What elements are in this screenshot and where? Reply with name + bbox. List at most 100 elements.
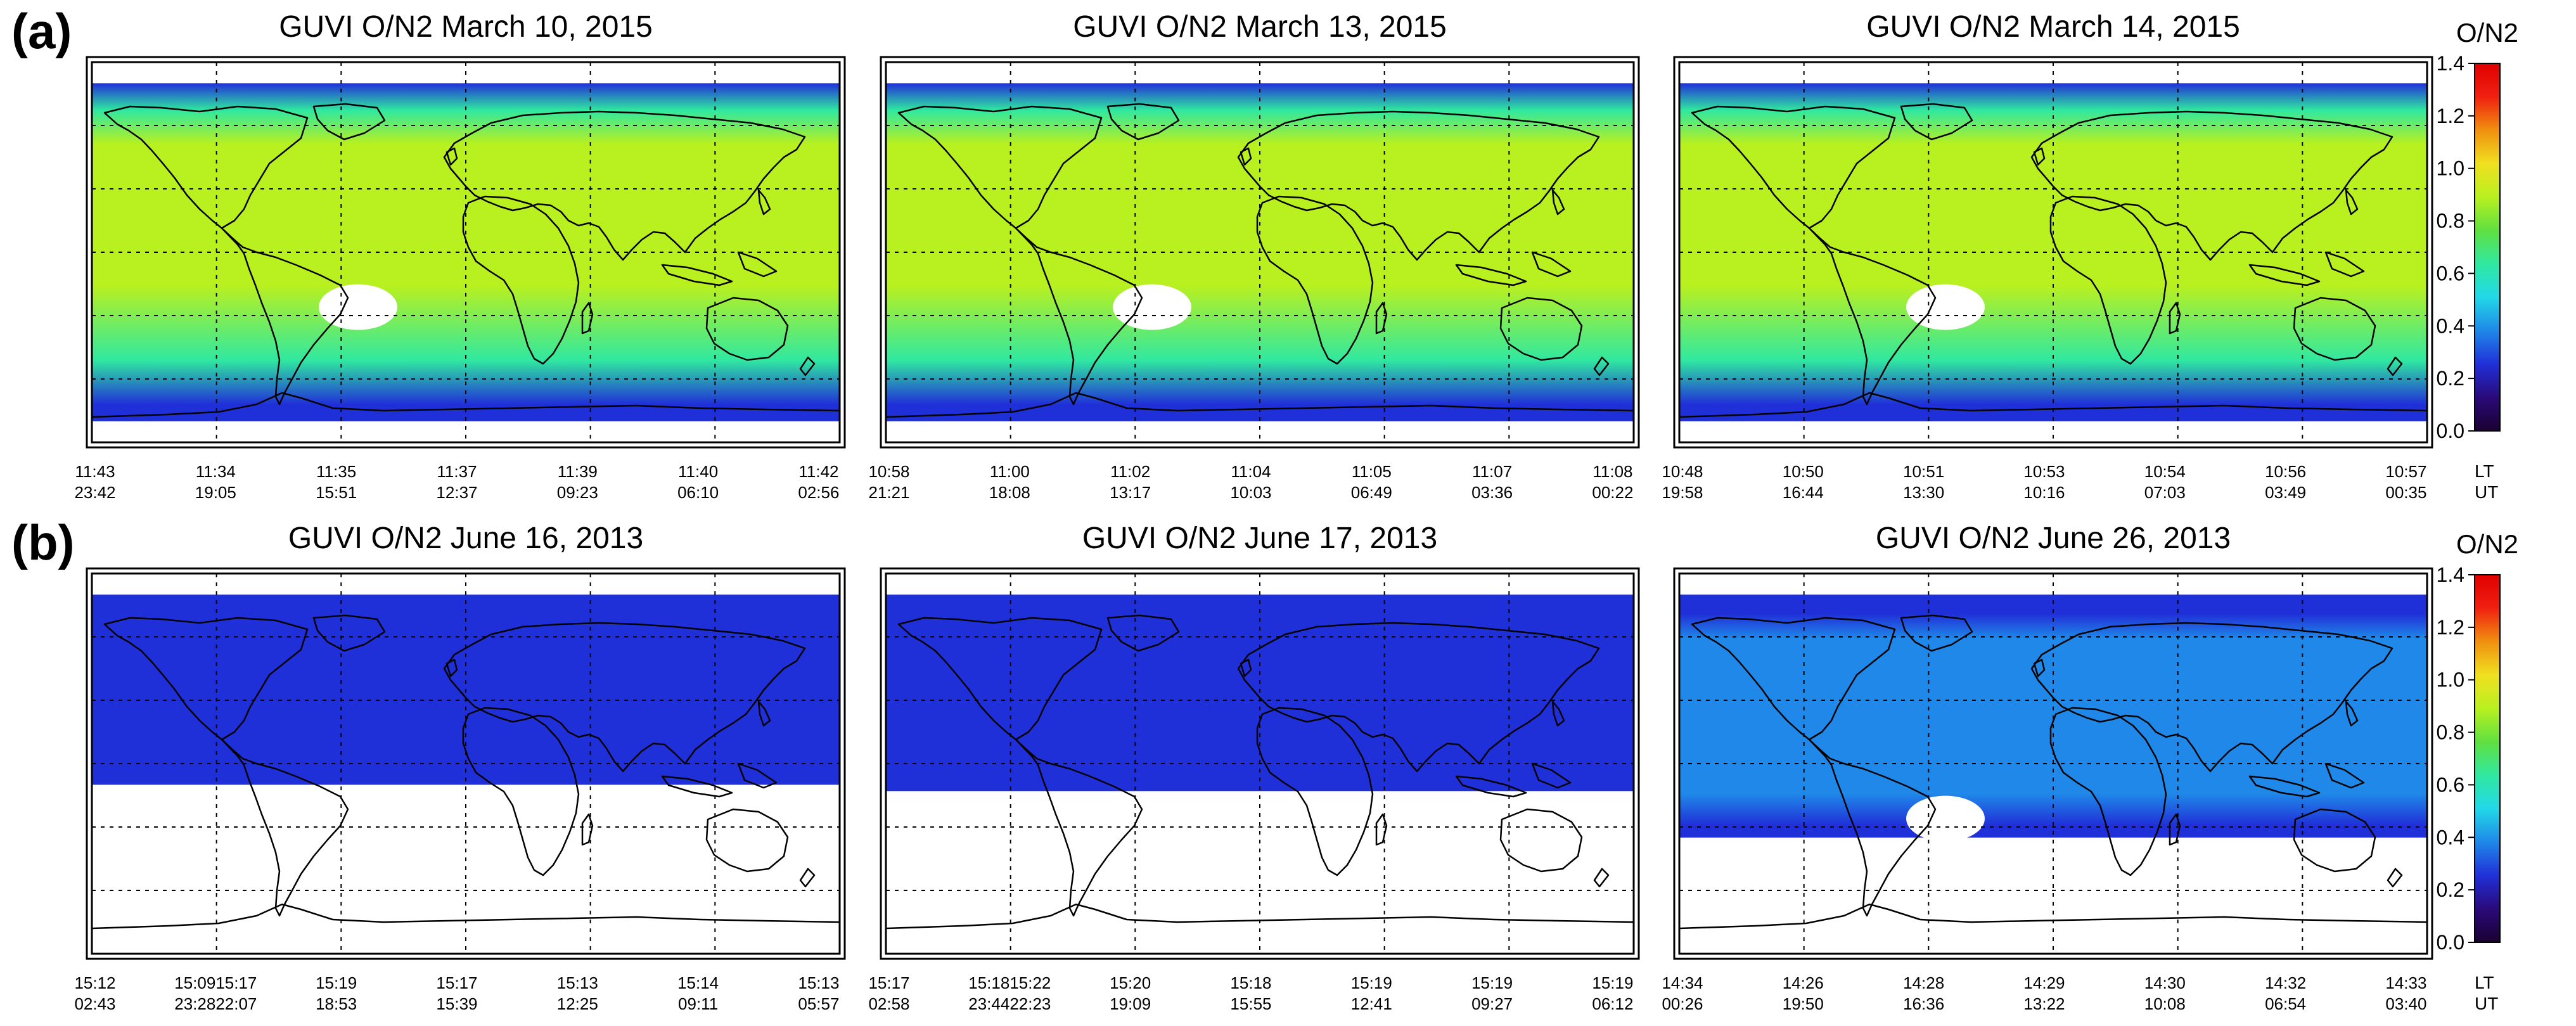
ut-tick-label: 18:08 [989, 483, 1030, 502]
panel-title: GUVI O/N2 June 26, 2013 [1876, 522, 2231, 555]
ut-tick-label: 06:12 [1592, 994, 1633, 1013]
lt-tick-label: 10:50 [1783, 462, 1824, 481]
colorbar-tick-label: 0.0 [2437, 420, 2464, 442]
ut-tick-label: 00:26 [1662, 994, 1703, 1013]
colorbar-tick-label: 0.4 [2437, 314, 2464, 337]
lt-tick-label: 11:07 [1472, 462, 1512, 481]
lt-tick-label: 15:19 [1351, 973, 1392, 992]
colorbar-tick-label: 1.4 [2437, 52, 2464, 75]
colorbar-title: O/N2 [2456, 18, 2518, 48]
ut-tick-label: 02:58 [868, 994, 909, 1013]
ut-tick-label: 10:16 [2023, 483, 2065, 502]
row-label: (a) [11, 3, 72, 59]
panel-title: GUVI O/N2 June 17, 2013 [1082, 522, 1437, 555]
ut-tick-label: 02:56 [798, 483, 839, 502]
lt-tick-label: 10:58 [868, 462, 909, 481]
ut-tick-label: 03:49 [2265, 483, 2306, 502]
ut-tick-label: 19:58 [1662, 483, 1703, 502]
map-panel: GUVI O/N2 March 10, 2015 11:43 23:42 11:34 1… [74, 10, 846, 502]
colorbar-tick-label: 0.4 [2437, 826, 2464, 849]
lt-tick-label: 14:30 [2144, 973, 2186, 992]
saa-gap [319, 284, 397, 330]
lt-tick-label: 14:33 [2385, 973, 2426, 992]
lt-tick-label: 14:32 [2265, 973, 2306, 992]
lt-tick-label: 10:51 [1903, 462, 1944, 481]
lt-tick-label: 15:0915:17 [174, 973, 257, 992]
lt-tick-label: 15:14 [677, 973, 719, 992]
lt-tick-label: 15:19 [1592, 973, 1633, 992]
ut-tick-label: 23:42 [74, 483, 115, 502]
lt-tick-label: 15:12 [74, 973, 115, 992]
lt-axis-label: LT [2475, 973, 2494, 992]
ut-tick-label: 13:17 [1110, 483, 1151, 502]
lt-tick-label: 14:26 [1783, 973, 1824, 992]
ut-tick-label: 09:23 [557, 483, 598, 502]
colorbar-tick-label: 0.6 [2437, 262, 2464, 285]
colorbar-tick-label: 0.6 [2437, 773, 2464, 796]
map-border [885, 61, 1635, 444]
colorbar-tick-label: 0.2 [2437, 367, 2464, 390]
saa-gap [1906, 284, 1985, 330]
ut-tick-label: 15:39 [436, 994, 477, 1013]
lt-tick-label: 11:04 [1231, 462, 1271, 481]
lt-tick-label: 15:13 [557, 973, 598, 992]
lt-tick-label: 11:05 [1352, 462, 1392, 481]
ut-tick-label: 13:30 [1903, 483, 1944, 502]
map-panel: GUVI O/N2 June 26, 2013 14:34 00:26 14:26 19… [1662, 522, 2433, 1013]
colorbar-tick-label: 1.4 [2437, 563, 2464, 586]
ut-axis-label: UT [2475, 482, 2498, 502]
ut-tick-label: 09:27 [1471, 994, 1513, 1013]
lt-tick-label: 14:34 [1662, 973, 1703, 992]
lt-tick-label: 15:17 [436, 973, 477, 992]
colorbar-tick-label: 0.8 [2437, 210, 2464, 233]
lt-tick-label: 15:19 [1471, 973, 1513, 992]
map-border [91, 572, 841, 955]
ut-tick-label: 05:57 [798, 994, 839, 1013]
ut-tick-label: 18:53 [316, 994, 357, 1013]
map-border [91, 61, 841, 444]
ut-tick-label: 15:51 [316, 483, 357, 502]
ut-tick-label: 12:25 [557, 994, 598, 1013]
ut-tick-label: 16:36 [1903, 994, 1944, 1013]
panel-title: GUVI O/N2 June 16, 2013 [288, 522, 643, 555]
ut-tick-label: 23:2822:07 [174, 994, 257, 1013]
ut-tick-label: 06:10 [677, 483, 719, 502]
colorbar-tick-label: 0.0 [2437, 931, 2464, 954]
ut-tick-label: 19:50 [1783, 994, 1824, 1013]
row-label: (b) [11, 515, 75, 570]
lt-tick-label: 11:43 [75, 462, 115, 481]
ut-tick-label: 06:49 [1351, 483, 1392, 502]
colorbar-title: O/N2 [2456, 529, 2518, 559]
ut-tick-label: 10:03 [1230, 483, 1271, 502]
ut-tick-label: 03:40 [2385, 994, 2426, 1013]
ut-tick-label: 00:35 [2385, 483, 2426, 502]
saa-gap [1113, 284, 1191, 330]
ut-tick-label: 12:41 [1351, 994, 1392, 1013]
lt-tick-label: 15:13 [798, 973, 839, 992]
colorbar-tick-label: 0.8 [2437, 721, 2464, 744]
ut-tick-label: 12:37 [436, 483, 477, 502]
panel-title: GUVI O/N2 March 10, 2015 [279, 10, 653, 44]
ut-tick-label: 16:44 [1783, 483, 1824, 502]
lt-axis-label: LT [2475, 461, 2494, 481]
ut-tick-label: 15:55 [1230, 994, 1271, 1013]
ut-tick-label: 13:22 [2023, 994, 2065, 1013]
colorbar [2474, 574, 2501, 943]
colorbar [2474, 63, 2501, 432]
lt-tick-label: 15:17 [868, 973, 909, 992]
ut-axis-label: UT [2475, 994, 2498, 1013]
lt-tick-label: 15:20 [1110, 973, 1151, 992]
lt-tick-label: 10:53 [2023, 462, 2065, 481]
lt-tick-label: 11:37 [437, 462, 477, 481]
lt-tick-label: 15:19 [316, 973, 357, 992]
panel-title: GUVI O/N2 March 14, 2015 [1866, 10, 2240, 44]
lt-tick-label: 11:42 [798, 462, 838, 481]
ut-tick-label: 02:43 [74, 994, 115, 1013]
lt-tick-label: 11:02 [1110, 462, 1150, 481]
lt-tick-label: 11:34 [196, 462, 236, 481]
lt-tick-label: 11:08 [1592, 462, 1632, 481]
map-panel: GUVI O/N2 June 16, 2013 15:12 02:43 15:0915… [74, 522, 846, 1013]
map-panel: GUVI O/N2 March 13, 2015 10:58 21:21 11:00 1… [868, 10, 1640, 502]
lt-tick-label: 15:18 [1230, 973, 1271, 992]
